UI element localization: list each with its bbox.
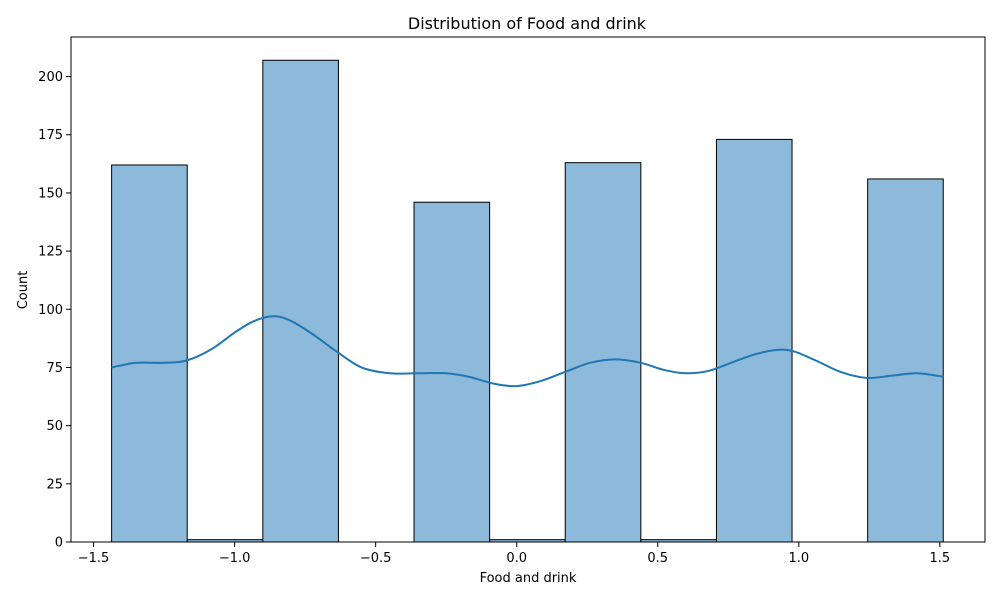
kde-layer <box>111 315 944 388</box>
y-tick-label: 75 <box>46 361 63 376</box>
y-tick-label: 150 <box>38 186 63 201</box>
y-tick-label: 50 <box>46 419 63 434</box>
x-tick-label: 1.0 <box>788 551 809 566</box>
x-axis: −1.5 −1.0 −0.5 0.0 0.5 1.0 1.5 <box>78 542 950 566</box>
histogram-bar-8 <box>715 138 793 543</box>
histogram-bar-10 <box>867 178 944 543</box>
y-tick-label: 0 <box>55 536 63 551</box>
histogram-bar-2 <box>262 59 339 543</box>
kde-curve <box>111 315 944 388</box>
chart-title: Distribution of Food and drink <box>408 14 647 33</box>
histogram-bar-4 <box>413 201 491 543</box>
y-tick-label: 25 <box>46 477 63 492</box>
x-tick-label: −0.5 <box>360 551 392 566</box>
y-tick-label: 100 <box>38 303 63 318</box>
x-tick-label: −1.0 <box>219 551 251 566</box>
x-tick-label: 0.0 <box>506 551 527 566</box>
y-tick-label: 200 <box>38 70 63 85</box>
x-tick-label: −1.5 <box>78 551 110 566</box>
x-tick-label: 0.5 <box>647 551 668 566</box>
histogram-bar-0 <box>111 164 188 543</box>
x-axis-label: Food and drink <box>480 571 577 586</box>
bars-layer <box>111 59 944 543</box>
histogram-bar-6 <box>564 162 642 543</box>
x-tick-label: 1.5 <box>930 551 951 566</box>
y-axis-label: Count <box>16 271 31 310</box>
plot-frame <box>70 36 986 543</box>
y-tick-label: 125 <box>38 245 63 260</box>
y-axis: 0 25 50 75 100 125 150 175 200 <box>38 70 71 551</box>
y-tick-label: 175 <box>38 128 63 143</box>
